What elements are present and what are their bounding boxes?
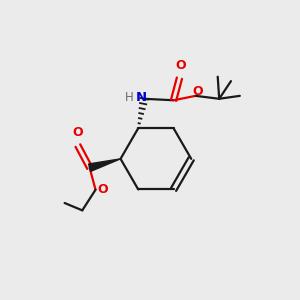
Text: N: N — [136, 91, 147, 104]
Text: H: H — [125, 91, 134, 104]
Text: O: O — [73, 126, 83, 139]
Text: O: O — [193, 85, 203, 98]
Text: O: O — [176, 59, 186, 72]
Text: O: O — [98, 183, 108, 196]
Polygon shape — [88, 159, 121, 171]
